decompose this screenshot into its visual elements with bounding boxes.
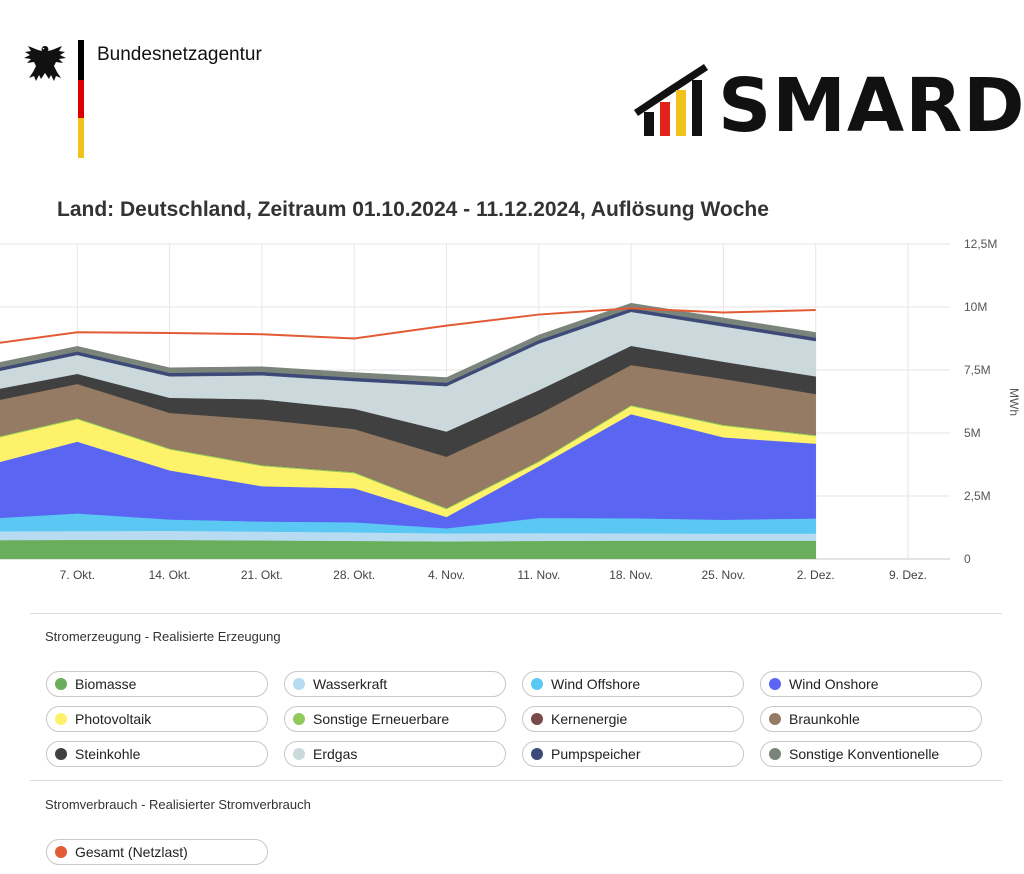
legend-dot-icon bbox=[769, 678, 781, 690]
y-tick-label: 10M bbox=[964, 300, 987, 314]
federal-eagle-icon bbox=[24, 46, 66, 81]
agency-name: Bundesnetzagentur bbox=[97, 44, 262, 65]
legend-dot-icon bbox=[769, 713, 781, 725]
divider bbox=[30, 613, 1002, 614]
legend-dot-icon bbox=[293, 713, 305, 725]
legend-item-wind-offshore[interactable]: Wind Offshore bbox=[522, 671, 744, 697]
legend-label: Sonstige Erneuerbare bbox=[313, 711, 450, 727]
y-tick-label: 5M bbox=[964, 426, 981, 440]
legend-label: Gesamt (Netzlast) bbox=[75, 844, 188, 860]
legend-dot-icon bbox=[55, 748, 67, 760]
header: Bundesnetzagentur SMARD bbox=[0, 0, 1024, 180]
legend-dot-icon bbox=[55, 846, 67, 858]
x-tick-label: 4. Nov. bbox=[428, 568, 465, 582]
legend-label: Kernenergie bbox=[551, 711, 628, 727]
legend-item-erdgas[interactable]: Erdgas bbox=[284, 741, 506, 767]
legend-dot-icon bbox=[531, 748, 543, 760]
legend-dot-icon bbox=[531, 678, 543, 690]
stacked-area-chart: 0 2,5M 5M 7,5M 10M 12,5M 7. Okt. 14. Okt. 21. Ok… bbox=[0, 237, 1021, 582]
legend-item-kernenergie[interactable]: Kernenergie bbox=[522, 706, 744, 732]
x-tick-label: 9. Dez. bbox=[889, 568, 927, 582]
legend-label: Wasserkraft bbox=[313, 676, 388, 692]
x-tick-label: 18. Nov. bbox=[609, 568, 653, 582]
divider bbox=[30, 780, 1002, 781]
legend-label: Pumpspeicher bbox=[551, 746, 641, 762]
x-tick-label: 21. Okt. bbox=[241, 568, 283, 582]
consumption-legend-title: Stromverbrauch - Realisierter Stromverbr… bbox=[45, 797, 311, 812]
legend-item-steinkohle[interactable]: Steinkohle bbox=[46, 741, 268, 767]
legend-item-photovoltaik[interactable]: Photovoltaik bbox=[46, 706, 268, 732]
legend-label: Steinkohle bbox=[75, 746, 141, 762]
legend-item-wind-onshore[interactable]: Wind Onshore bbox=[760, 671, 982, 697]
x-tick-label: 25. Nov. bbox=[701, 568, 745, 582]
legend-label: Braunkohle bbox=[789, 711, 860, 727]
x-tick-label: 11. Nov. bbox=[517, 568, 560, 582]
legend-label: Biomasse bbox=[75, 676, 137, 692]
legend-label: Erdgas bbox=[313, 746, 358, 762]
smard-logo-icon bbox=[634, 64, 708, 136]
x-tick-label: 2. Dez. bbox=[797, 568, 835, 582]
chart-title: Land: Deutschland, Zeitraum 01.10.2024 -… bbox=[57, 198, 769, 221]
legend-item-sonstige-erneuerbare[interactable]: Sonstige Erneuerbare bbox=[284, 706, 506, 732]
y-tick-label: 12,5M bbox=[964, 237, 997, 251]
legend-item-gesamt-netzlast-[interactable]: Gesamt (Netzlast) bbox=[46, 839, 268, 865]
legend-dot-icon bbox=[293, 678, 305, 690]
flag-stripe-red bbox=[78, 80, 84, 118]
legend-dot-icon bbox=[55, 713, 67, 725]
legend-dot-icon bbox=[55, 678, 67, 690]
legend-item-pumpspeicher[interactable]: Pumpspeicher bbox=[522, 741, 744, 767]
area-biomasse bbox=[0, 539, 816, 559]
legend-item-sonstige-konventionelle[interactable]: Sonstige Konventionelle bbox=[760, 741, 982, 767]
flag-stripe-gold bbox=[78, 118, 84, 158]
y-tick-label: 2,5M bbox=[964, 489, 991, 503]
legend-dot-icon bbox=[769, 748, 781, 760]
legend-dot-icon bbox=[293, 748, 305, 760]
legend-label: Wind Onshore bbox=[789, 676, 879, 692]
y-axis-label: MWh bbox=[1007, 388, 1021, 416]
x-tick-label: 28. Okt. bbox=[333, 568, 375, 582]
legend-item-biomasse[interactable]: Biomasse bbox=[46, 671, 268, 697]
area-sonstige-konventionelle bbox=[0, 302, 816, 383]
x-tick-label: 7. Okt. bbox=[60, 568, 95, 582]
legend-item-wasserkraft[interactable]: Wasserkraft bbox=[284, 671, 506, 697]
brand-name: SMARD bbox=[718, 63, 1024, 149]
legend-label: Wind Offshore bbox=[551, 676, 641, 692]
legend-dot-icon bbox=[531, 713, 543, 725]
legend-label: Photovoltaik bbox=[75, 711, 152, 727]
y-tick-label: 0 bbox=[964, 552, 971, 566]
legend-label: Sonstige Konventionelle bbox=[789, 746, 940, 762]
line-gesamt-netzlast bbox=[0, 307, 816, 344]
y-tick-label: 7,5M bbox=[964, 363, 991, 377]
x-tick-label: 14. Okt. bbox=[149, 568, 191, 582]
legend-item-braunkohle[interactable]: Braunkohle bbox=[760, 706, 982, 732]
flag-stripe-black bbox=[78, 40, 84, 80]
generation-legend-title: Stromerzeugung - Realisierte Erzeugung bbox=[45, 629, 281, 644]
